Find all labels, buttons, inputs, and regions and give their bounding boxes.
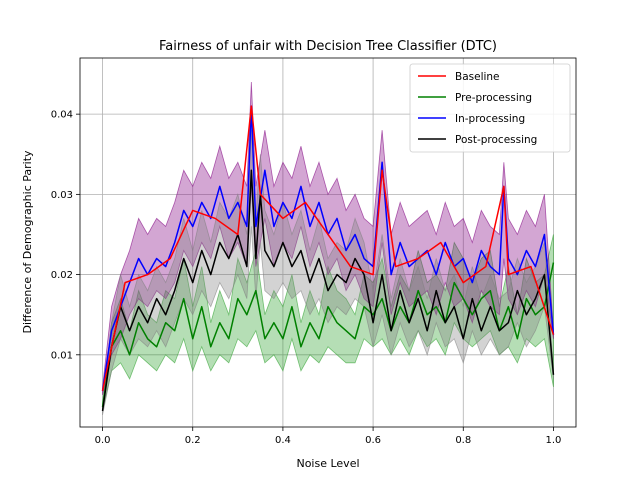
series-line-baseline	[101, 105, 555, 392]
x-tick-label-1: 0.2	[185, 435, 201, 446]
plot-area	[101, 82, 555, 416]
x-axis-label: Noise Level	[296, 457, 359, 470]
x-tick-label-3: 0.6	[365, 435, 381, 446]
legend-label-in-processing: In-processing	[455, 113, 525, 125]
legend-label-pre-processing: Pre-processing	[455, 92, 532, 104]
x-tick-label-2: 0.4	[275, 435, 291, 446]
x-tick-label-5: 1.0	[546, 435, 562, 446]
y-axis: 0.01 0.02 0.03 0.04	[51, 110, 80, 361]
legend-label-post-processing: Post-processing	[455, 134, 537, 146]
series-line-pre-processing	[101, 262, 555, 408]
legend-label-baseline: Baseline	[455, 71, 500, 83]
x-tick-label-0: 0.0	[95, 435, 111, 446]
chart-title: Fairness of unfair with Decision Tree Cl…	[159, 39, 497, 54]
x-axis: 0.0 0.2 0.4 0.6 0.8 1.0	[95, 427, 562, 446]
axes-frame	[79, 57, 577, 428]
x-tick-label-4: 0.8	[455, 435, 471, 446]
legend-box	[409, 63, 571, 153]
y-tick-label-2: 0.03	[51, 190, 73, 201]
legend: Baseline Pre-processing In-processing Post-…	[409, 63, 571, 153]
y-axis-label: Difference of Demographic Parity	[21, 150, 34, 334]
series-line-post-processing	[101, 169, 555, 412]
y-tick-label-0: 0.01	[51, 350, 73, 361]
y-tick-label-3: 0.04	[51, 110, 73, 121]
y-tick-label-1: 0.02	[51, 270, 73, 281]
